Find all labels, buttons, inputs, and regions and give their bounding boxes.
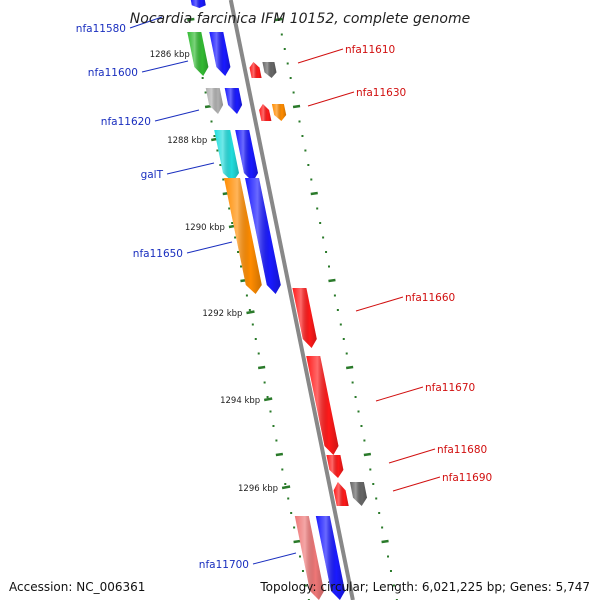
gene-nfa11600-part-2[interactable]	[209, 32, 231, 76]
right-tick-mark	[275, 17, 283, 22]
leader-line-nfa11690	[392, 476, 441, 492]
map-title: Nocardia farcinica IFM 10152, complete g…	[130, 11, 470, 27]
position-label: 1288 kbp	[167, 136, 207, 146]
left-tick-mark	[187, 17, 195, 22]
gene-nfa11690-part-2[interactable]	[349, 482, 367, 506]
leader-line-nfa11650	[186, 241, 233, 254]
position-label: 1292 kbp	[202, 309, 242, 319]
leader-layer	[129, 16, 441, 565]
right-tick-mark	[381, 539, 389, 544]
gene-label-nfa11630[interactable]: nfa11630	[356, 87, 406, 99]
accession-text: Accession: NC_006361	[9, 580, 146, 594]
leader-line-nfa11600	[141, 60, 189, 73]
gene-nfa11610[interactable]	[249, 62, 262, 78]
position-label: 1290 kbp	[185, 223, 225, 233]
tick-layer	[187, 17, 398, 600]
leader-line-nfa11660	[355, 296, 404, 312]
position-label: 1296 kbp	[238, 484, 278, 494]
right-tick-mark	[345, 365, 354, 370]
leader-line-nfa11610	[297, 48, 344, 64]
gene-nfa11660[interactable]	[292, 288, 317, 348]
gene-label-nfa11600[interactable]: nfa11600	[88, 67, 138, 79]
right-tick-mark	[328, 278, 336, 283]
left-tick-mark	[257, 365, 266, 370]
gene-label-nfa11680[interactable]: nfa11680	[437, 444, 487, 456]
gene-nfa11690[interactable]	[333, 482, 349, 506]
gene-nfa11700-part-2[interactable]	[315, 516, 345, 600]
gene-label-nfa11650[interactable]: nfa11650	[133, 248, 183, 260]
leader-line-nfa11680	[388, 448, 436, 464]
left-tick-mark	[275, 452, 284, 457]
leader-line-nfa11580	[129, 16, 163, 29]
leader-line-nfa11630	[307, 91, 355, 107]
label-layer: 1286 kbp 1288 kbp 1290 kbp 1292 kbp 1294 kbp…	[76, 23, 492, 571]
gene-label-nfa11670[interactable]: nfa11670	[425, 382, 475, 394]
gene-nfa11620-part-2[interactable]	[224, 88, 243, 114]
position-label: 1294 kbp	[220, 396, 260, 406]
gene-label-nfa11610[interactable]: nfa11610	[345, 44, 395, 56]
position-tick	[246, 310, 255, 315]
backbone-layer	[228, 0, 355, 600]
position-tick	[281, 485, 291, 490]
gene-galt-part-2[interactable]	[235, 130, 258, 182]
genome-summary-text: Topology: circular; Length: 6,021,225 bp…	[260, 580, 590, 594]
gene-label-nfa11690[interactable]: nfa11690	[442, 472, 492, 484]
right-tick-mark	[363, 452, 372, 457]
gene-label-nfa11700[interactable]: nfa11700	[199, 559, 249, 571]
right-tick-mark	[310, 191, 318, 196]
leader-line-nfa11670	[375, 386, 424, 402]
gene-label-nfa11660[interactable]: nfa11660	[405, 292, 455, 304]
leader-line-nfa11700	[252, 552, 297, 565]
gene-nfa11600[interactable]	[187, 32, 209, 76]
genome-backbone	[228, 0, 355, 600]
right-tick-mark	[292, 104, 301, 109]
leader-line-nfa11620	[154, 109, 200, 122]
gene-nfa11700[interactable]	[294, 516, 324, 600]
gene-galt[interactable]	[214, 130, 239, 182]
gene-nfa11650[interactable]	[224, 178, 262, 294]
gene-label-galt[interactable]: galT	[141, 169, 164, 181]
position-tick	[263, 397, 273, 402]
gene-layer	[187, 0, 367, 600]
gene-label-nfa11580[interactable]: nfa11580	[76, 23, 126, 35]
gene-nfa11670[interactable]	[306, 356, 339, 455]
left-tick-mark	[293, 539, 301, 544]
position-label: 1286 kbp	[150, 50, 190, 60]
gene-nfa11610-part-2[interactable]	[262, 62, 277, 78]
gene-nfa11680[interactable]	[326, 455, 344, 478]
gene-nfa11650-part-2[interactable]	[245, 178, 281, 294]
gene-nfa11630[interactable]	[259, 104, 272, 121]
gene-nfa11630-part-2[interactable]	[271, 104, 287, 121]
gene-nfa11620[interactable]	[205, 88, 224, 114]
gene-nfa11580[interactable]	[190, 0, 206, 8]
gene-label-nfa11620[interactable]: nfa11620	[101, 116, 151, 128]
leader-line-galt	[166, 162, 215, 175]
